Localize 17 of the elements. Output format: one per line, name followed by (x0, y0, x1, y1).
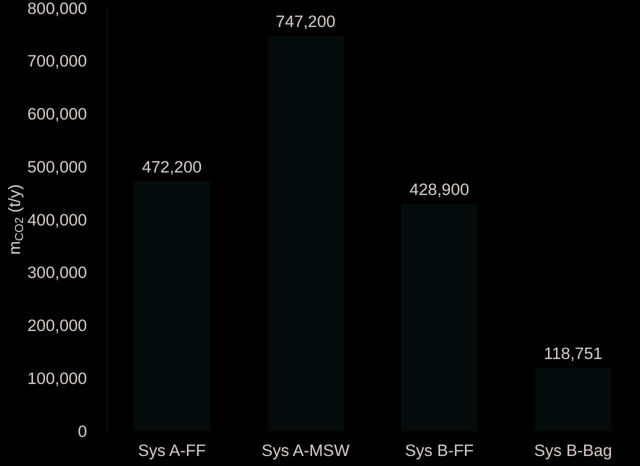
y-tick-label: 100,000 (27, 370, 87, 388)
y-tick-label: 200,000 (27, 317, 87, 336)
data-label: 747,200 (276, 12, 336, 31)
y-tick-label: 400,000 (27, 211, 87, 230)
x-tick-label: Sys B-Bag (534, 442, 612, 460)
y-tick-label: 800,000 (27, 0, 87, 18)
y-tick-label: 500,000 (27, 158, 87, 176)
x-tick-label: Sys A-MSW (262, 442, 350, 460)
data-label: 118,751 (544, 345, 602, 364)
y-tick-label: 600,000 (27, 106, 87, 124)
data-label: 428,900 (410, 181, 470, 200)
y-tick-label: 700,000 (27, 52, 87, 71)
x-tick-label: Sys A-FF (138, 442, 206, 460)
y-tick-label: 0 (78, 422, 87, 441)
data-label: 472,200 (142, 158, 202, 176)
y-tick-label: 300,000 (27, 264, 87, 282)
x-tick-label: Sys B-FF (405, 442, 474, 460)
